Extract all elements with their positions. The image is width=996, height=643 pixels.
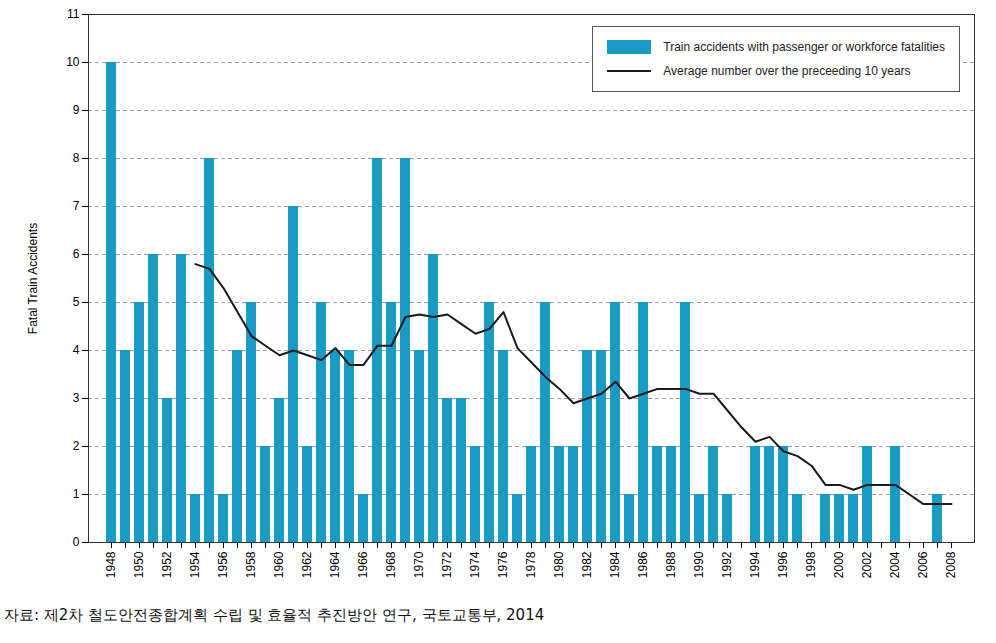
- svg-text:3: 3: [73, 391, 80, 405]
- svg-text:1974: 1974: [468, 551, 482, 578]
- svg-text:1960: 1960: [272, 551, 286, 578]
- svg-text:2006: 2006: [916, 551, 930, 578]
- svg-text:1954: 1954: [188, 551, 202, 578]
- svg-text:1962: 1962: [300, 551, 314, 578]
- svg-text:9: 9: [73, 103, 80, 117]
- svg-text:1966: 1966: [356, 551, 370, 578]
- svg-text:6: 6: [73, 247, 80, 261]
- html-text:자료: 제2차 철도안전종합계획 수립 및 효율적 추진방안: 자료: 제2차 철도안전종합계획 수립 및 효율적 추진방안 연구, 국토교통부…: [4, 606, 545, 624]
- svg-text:1980: 1980: [552, 551, 566, 578]
- svg-text:1968: 1968: [384, 551, 398, 578]
- svg-text:5: 5: [73, 295, 80, 309]
- svg-text:1994: 1994: [748, 551, 762, 578]
- svg-text:8: 8: [73, 151, 80, 165]
- svg-text:1990: 1990: [692, 551, 706, 578]
- svg-text:10: 10: [66, 55, 80, 69]
- svg-text:2008: 2008: [944, 551, 958, 578]
- svg-text:1988: 1988: [664, 551, 678, 578]
- svg-text:11: 11: [67, 7, 80, 21]
- svg-text:2: 2: [73, 439, 80, 453]
- svg-text:0: 0: [73, 535, 80, 549]
- svg-text:2000: 2000: [832, 551, 846, 578]
- svg-text:1996: 1996: [776, 551, 790, 578]
- svg-text:7: 7: [73, 199, 80, 213]
- svg-text:1986: 1986: [636, 551, 650, 578]
- svg-text:Fatal Train Accidents: Fatal Train Accidents: [26, 223, 40, 334]
- svg-text:1978: 1978: [524, 551, 538, 578]
- svg-text:1984: 1984: [608, 551, 622, 578]
- svg-text:1992: 1992: [720, 551, 734, 578]
- svg-text:1982: 1982: [580, 551, 594, 578]
- svg-text:2002: 2002: [860, 551, 874, 578]
- svg-text:1952: 1952: [160, 551, 174, 578]
- svg-text:1950: 1950: [132, 551, 146, 578]
- svg-text:1: 1: [73, 487, 80, 501]
- svg-text:1972: 1972: [440, 551, 454, 578]
- svg-text:1958: 1958: [244, 551, 258, 578]
- svg-text:1964: 1964: [328, 551, 342, 578]
- svg-text:2004: 2004: [888, 551, 902, 578]
- html-text:Average number over the precee: Average number over the preceeding 10 ye…: [663, 64, 911, 78]
- svg-text:1956: 1956: [216, 551, 230, 578]
- html-text:Train accidents with passenger: Train accidents with passenger or workfo…: [663, 40, 945, 54]
- svg-text:1976: 1976: [496, 551, 510, 578]
- svg-text:4: 4: [73, 343, 80, 357]
- svg-text:1948: 1948: [104, 551, 118, 578]
- svg-text:1998: 1998: [804, 551, 818, 578]
- svg-text:1970: 1970: [412, 551, 426, 578]
